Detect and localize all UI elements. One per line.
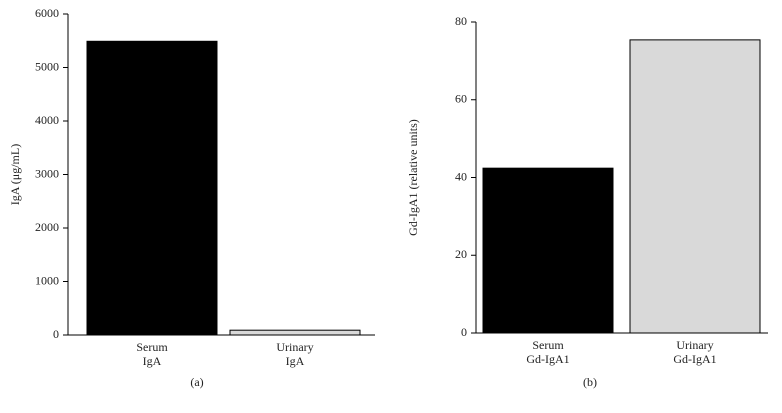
y-tick-label: 2000 <box>35 220 59 234</box>
y-tick-label: 40 <box>455 169 467 183</box>
y-tick-label: 0 <box>461 325 467 339</box>
y-tick-label: 5000 <box>35 59 59 73</box>
y-tick-label: 4000 <box>35 113 59 127</box>
panel-label: (b) <box>583 375 597 389</box>
x-tick-label: IgA <box>286 354 305 368</box>
x-tick-label: Serum <box>532 338 564 352</box>
x-tick-label: Gd-IgA1 <box>673 352 716 366</box>
y-tick-label: 0 <box>53 327 59 341</box>
y-tick-label: 1000 <box>35 273 59 287</box>
x-tick-label: Urinary <box>676 338 713 352</box>
y-tick-label: 20 <box>455 247 467 261</box>
x-tick-label: Gd-IgA1 <box>526 352 569 366</box>
bar <box>629 39 761 334</box>
y-tick-label: 80 <box>455 14 467 28</box>
y-axis-label: IgA (μg/mL) <box>8 144 22 205</box>
bar <box>86 40 218 336</box>
x-tick-label: IgA <box>143 354 162 368</box>
y-axis-label: Gd-IgA1 (relative units) <box>406 119 420 236</box>
y-tick-label: 6000 <box>35 6 59 20</box>
bar <box>482 167 614 334</box>
y-tick-label: 60 <box>455 92 467 106</box>
x-tick-label: Serum <box>136 340 168 354</box>
x-tick-label: Urinary <box>276 340 313 354</box>
y-tick-label: 3000 <box>35 166 59 180</box>
bar <box>229 329 361 336</box>
panel-label: (a) <box>190 375 203 389</box>
